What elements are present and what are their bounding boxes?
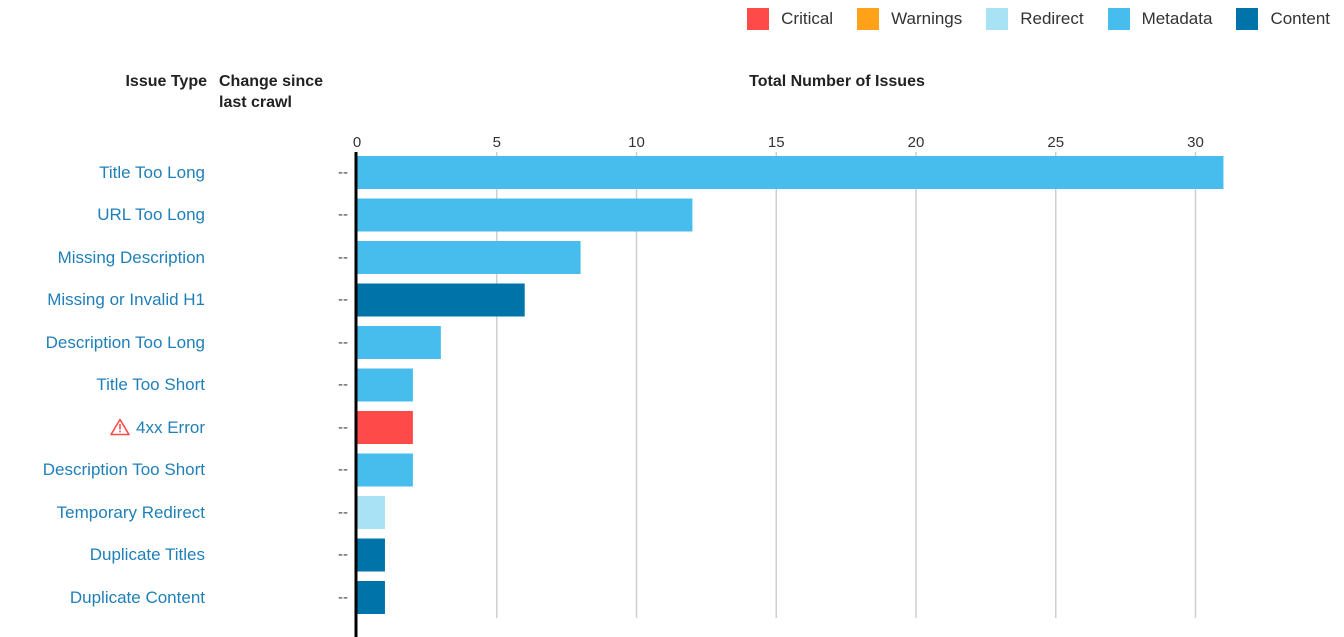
bar-url-too-long[interactable] <box>357 198 693 232</box>
change-value: -- <box>338 546 348 563</box>
legend-swatch <box>1236 8 1259 30</box>
issue-label-text: URL Too Long <box>97 205 205 224</box>
total-issues-header: Total Number of Issues <box>749 73 925 90</box>
legend-item-redirect[interactable]: Redirect <box>986 8 1084 30</box>
x-tick-label: 0 <box>353 134 361 151</box>
change-header-line1: Change since <box>219 73 324 90</box>
issue-label-title-too-long[interactable]: Title Too Long <box>0 152 205 194</box>
x-tick-label: 15 <box>768 134 785 151</box>
change-value: -- <box>338 291 348 308</box>
change-value: -- <box>338 503 348 521</box>
legend-label: Warnings <box>891 9 963 28</box>
bar-duplicate-content[interactable] <box>357 581 385 614</box>
issue-label-text: Title Too Long <box>99 162 205 182</box>
legend: Critical Warnings Redirect Metadata Content <box>723 8 1330 30</box>
bar-missing-description[interactable] <box>357 241 581 274</box>
bar-missing-or-invalid-h1[interactable] <box>357 283 525 317</box>
change-value: -- <box>338 418 348 436</box>
bar-duplicate-titles[interactable] <box>357 538 385 572</box>
legend-label: Metadata <box>1141 9 1213 28</box>
issue-label-description-too-short[interactable]: Description Too Short <box>0 449 205 491</box>
issue-label-text: 4xx Error <box>136 417 205 437</box>
issue-label-missing-or-invalid-h1[interactable]: Missing or Invalid H1 <box>0 279 205 321</box>
bar-description-too-long[interactable] <box>357 326 441 359</box>
x-tick-label: 10 <box>628 134 645 151</box>
legend-swatch <box>857 8 880 30</box>
change-value: -- <box>338 163 348 181</box>
issue-label-temporary-redirect[interactable]: Temporary Redirect <box>0 492 205 534</box>
issue-label-duplicate-titles[interactable]: Duplicate Titles <box>0 534 205 576</box>
legend-item-metadata[interactable]: Metadata <box>1107 8 1213 30</box>
legend-label: Redirect <box>1020 9 1084 28</box>
legend-item-content[interactable]: Content <box>1236 8 1330 30</box>
warning-triangle-icon <box>110 418 130 435</box>
legend-label: Content <box>1270 9 1330 28</box>
x-tick-label: 25 <box>1047 134 1064 151</box>
issue-label-text: Description Too Long <box>45 332 205 352</box>
change-value: -- <box>338 333 348 351</box>
change-value: -- <box>338 588 348 606</box>
change-header-line2: last crawl <box>219 94 292 111</box>
x-tick-label: 30 <box>1187 134 1204 151</box>
change-value: -- <box>338 206 348 223</box>
issue-label-text: Duplicate Titles <box>89 545 205 564</box>
issue-label-text: Description Too Short <box>42 460 205 479</box>
issue-label-description-too-long[interactable]: Description Too Long <box>0 322 205 364</box>
issue-label-missing-description[interactable]: Missing Description <box>0 237 205 279</box>
legend-swatch <box>747 8 770 30</box>
bar-title-too-long[interactable] <box>357 156 1224 189</box>
bar-4xx-error[interactable] <box>357 411 413 444</box>
legend-swatch <box>986 8 1009 30</box>
legend-swatch <box>1107 8 1130 30</box>
issue-label-4xx-error[interactable]: 4xx Error <box>0 407 205 449</box>
bar-description-too-short[interactable] <box>357 453 413 487</box>
issue-type-header: Issue Type <box>125 73 207 90</box>
change-value: -- <box>338 461 348 478</box>
issue-label-text: Missing Description <box>57 247 205 267</box>
issue-label-title-too-short[interactable]: Title Too Short <box>0 364 205 406</box>
x-tick-label: 5 <box>493 134 501 151</box>
x-tick-label: 20 <box>908 134 925 151</box>
legend-label: Critical <box>781 9 834 28</box>
change-header: Change since last crawl <box>219 71 349 113</box>
issue-label-url-too-long[interactable]: URL Too Long <box>0 194 205 236</box>
issue-label-text: Missing or Invalid H1 <box>47 290 205 309</box>
issue-label-duplicate-content[interactable]: Duplicate Content <box>0 577 205 619</box>
bar-temporary-redirect[interactable] <box>357 496 385 529</box>
issue-label-text: Temporary Redirect <box>56 502 205 522</box>
legend-item-warnings[interactable]: Warnings <box>857 8 962 30</box>
issue-label-text: Title Too Short <box>96 375 205 394</box>
bar-title-too-short[interactable] <box>357 368 413 402</box>
change-value: -- <box>338 376 348 393</box>
legend-item-critical[interactable]: Critical <box>747 8 833 30</box>
change-value: -- <box>338 248 348 266</box>
issue-label-text: Duplicate Content <box>69 587 205 607</box>
